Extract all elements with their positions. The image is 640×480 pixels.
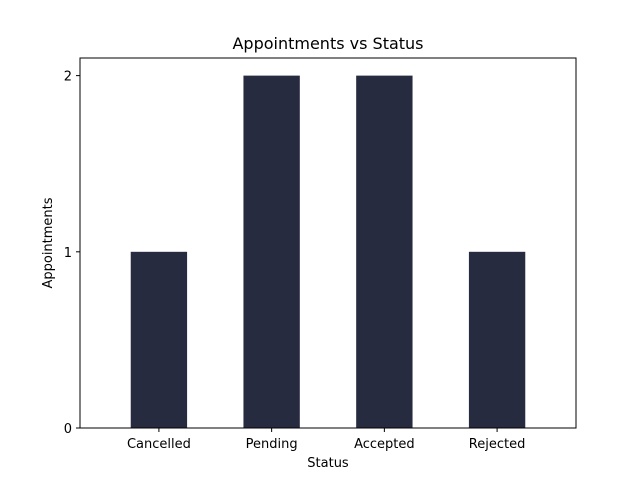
x-tick-label: Pending	[246, 437, 298, 452]
bar-accepted	[356, 75, 413, 429]
y-tick-label: 1	[64, 246, 72, 261]
x-tick-label: Cancelled	[127, 437, 191, 452]
x-axis-label: Status	[307, 456, 349, 471]
x-axis-ticks: Cancelled Pending Accepted Rejected	[127, 428, 525, 452]
plot-frame	[79, 57, 577, 429]
bar-pending	[243, 75, 300, 429]
bars-group	[130, 75, 526, 429]
x-tick-label: Rejected	[469, 437, 526, 452]
y-axis-ticks: 0 1 2	[64, 70, 80, 437]
y-tick-label: 0	[64, 422, 72, 437]
y-tick-label: 2	[64, 70, 72, 85]
y-axis-label: Appointments	[41, 197, 56, 288]
bar-rejected	[468, 251, 526, 428]
bar-cancelled	[130, 251, 188, 428]
chart-title: Appointments vs Status	[232, 34, 423, 53]
x-tick-label: Accepted	[354, 437, 415, 452]
